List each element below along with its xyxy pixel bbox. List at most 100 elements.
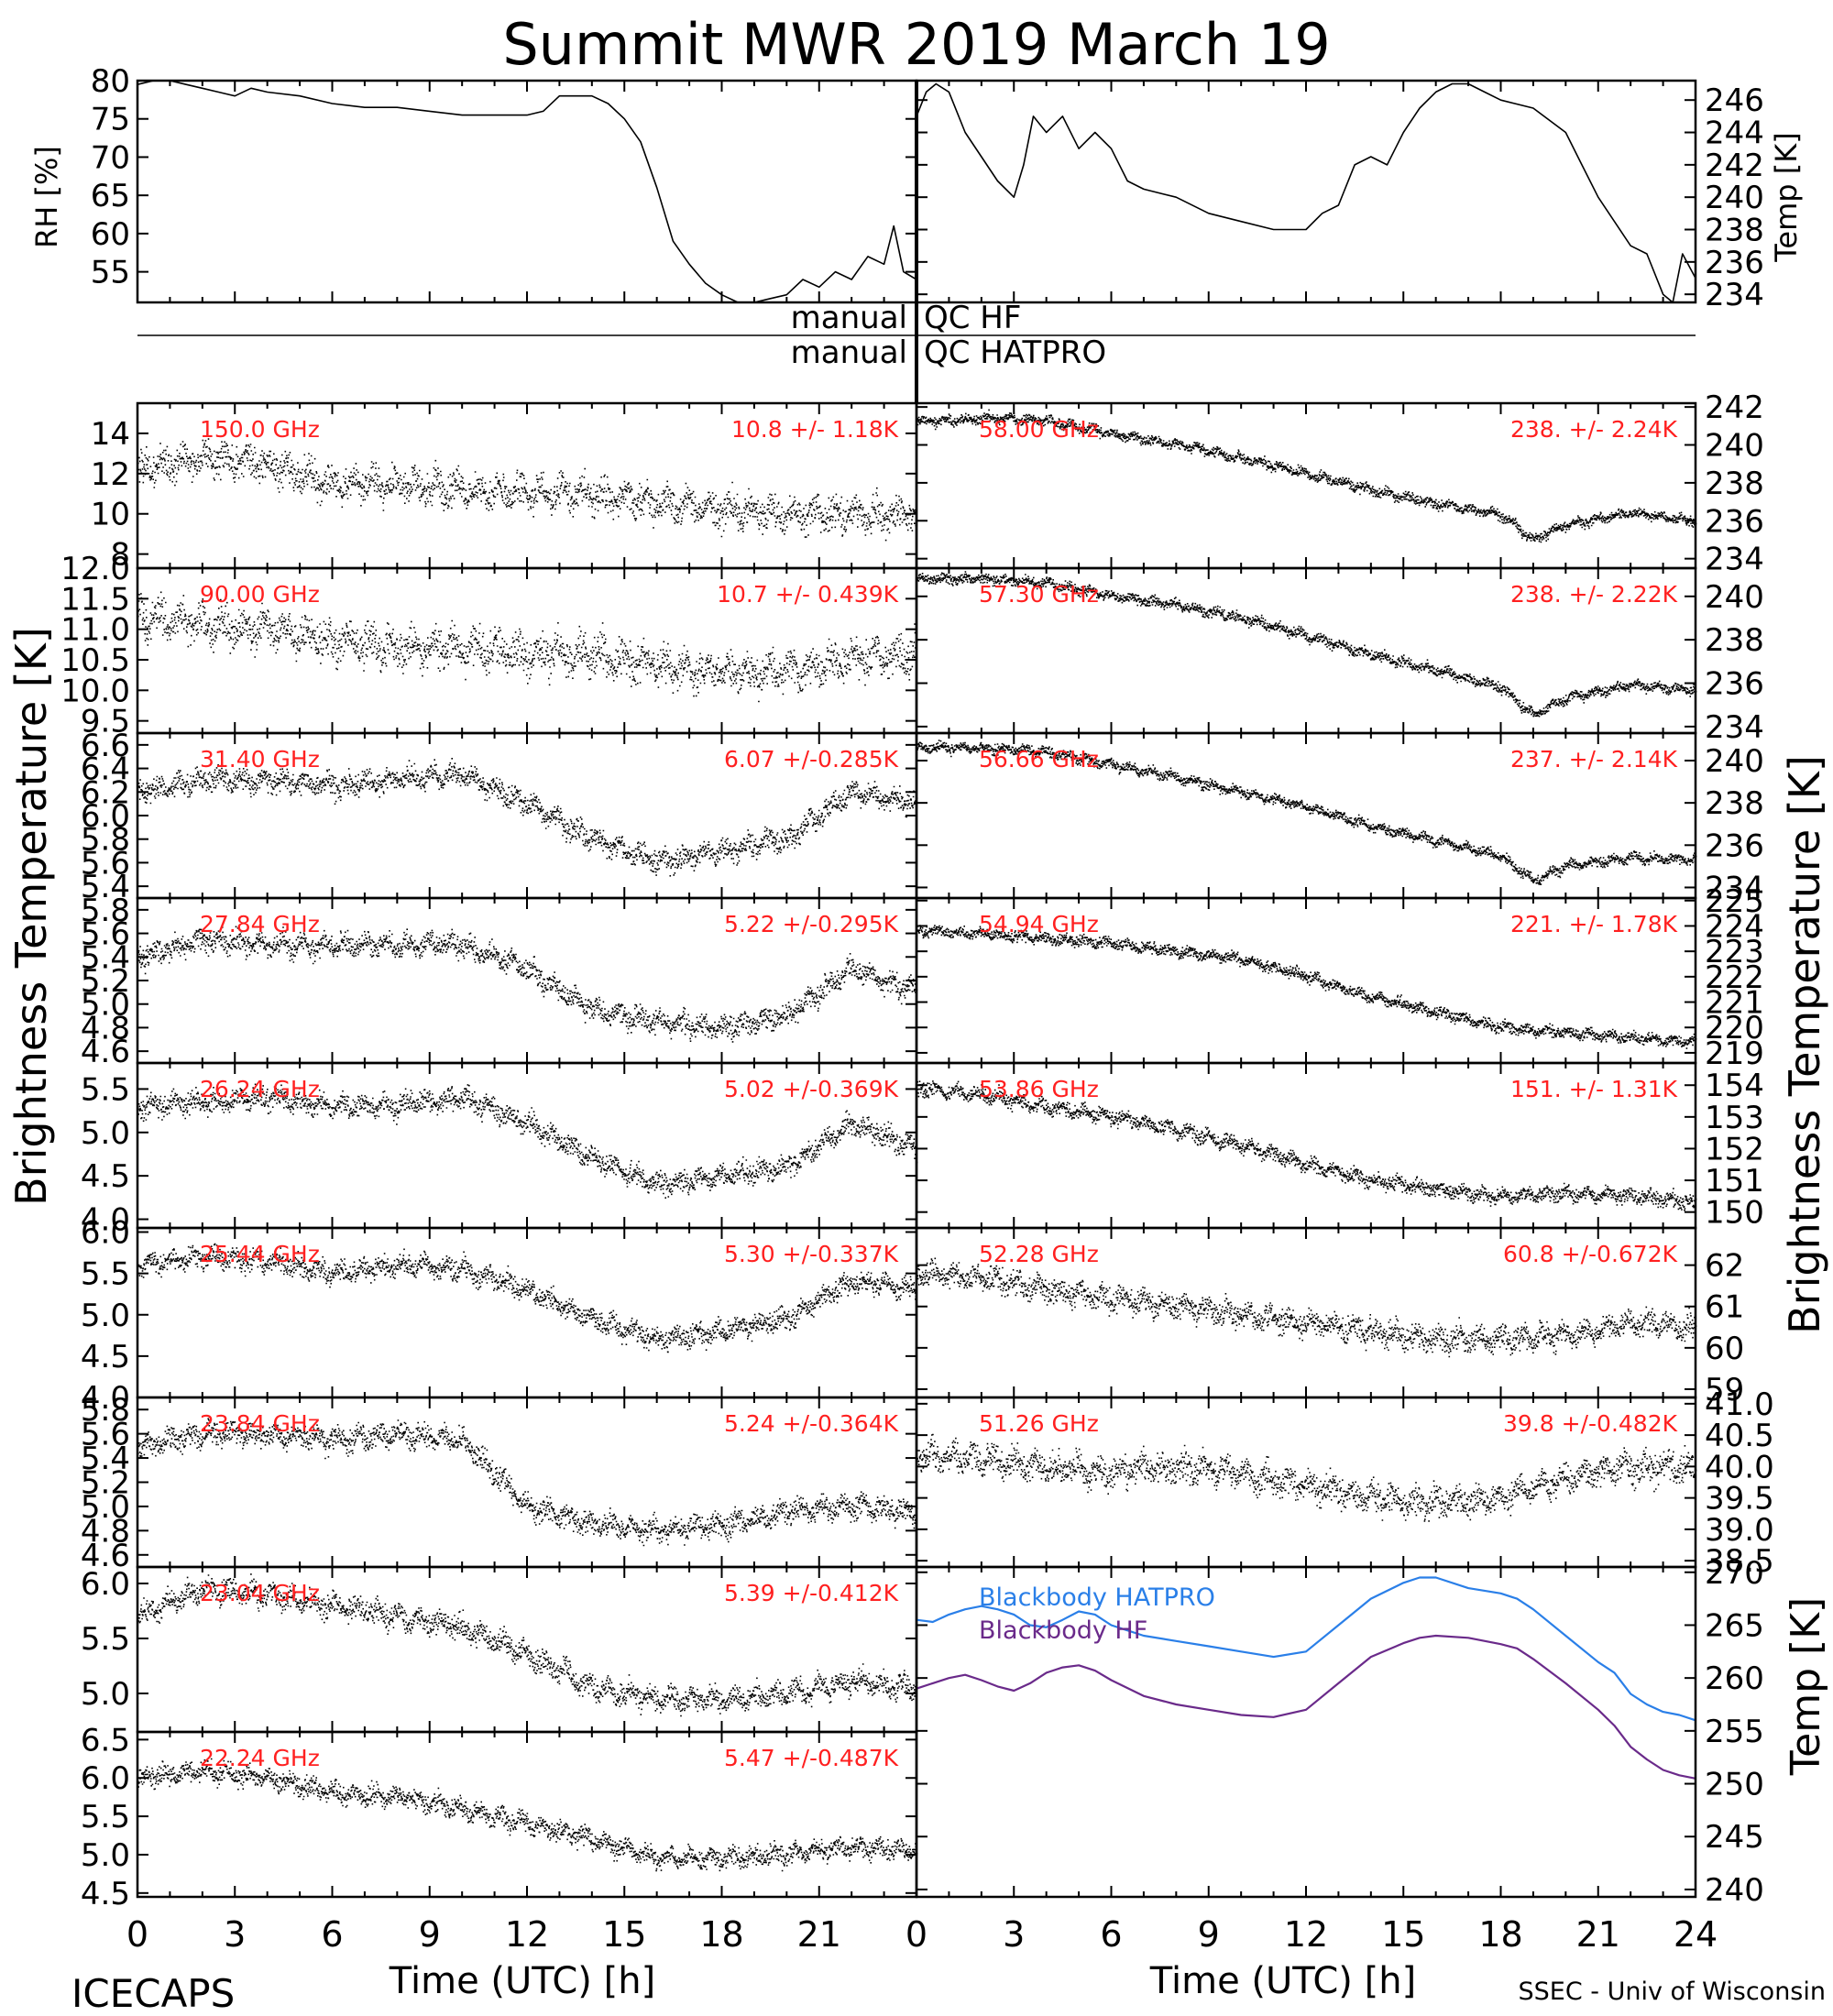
- stat-label: 5.30 +/-0.337K: [724, 1241, 899, 1267]
- line-blackbody-hatpro: [916, 1576, 1696, 1722]
- y-tick-label: 60: [1705, 1331, 1744, 1367]
- brightness-temperature-left-label: Brightness Temperature [K]: [6, 627, 56, 1206]
- stat-label: 237. +/- 2.14K: [1510, 746, 1678, 772]
- x-tick-label: 21: [797, 1914, 841, 1955]
- stat-label: 39.8 +/-0.482K: [1503, 1410, 1678, 1437]
- y-tick-label: 62: [1705, 1248, 1744, 1285]
- legend-entry: Blackbody HF: [979, 1616, 1147, 1645]
- y-tick-label: 236: [1705, 245, 1764, 281]
- y-tick-label: 4.8: [81, 1010, 130, 1046]
- x-tick-label: 12: [1284, 1914, 1328, 1955]
- y-tick-label: 242: [1705, 148, 1764, 184]
- y-tick-label: 5.6: [81, 1417, 130, 1453]
- y-tick-label: 6.0: [81, 798, 130, 835]
- frequency-label: 51.26 GHz: [979, 1410, 1099, 1437]
- svg-text:Brightness Temperature [K]: Brightness Temperature [K]: [6, 627, 56, 1206]
- footer-ssec: SSEC - Univ of Wisconsin: [1519, 1978, 1826, 2006]
- y-tick-label: 245: [1705, 1819, 1764, 1856]
- y-tick-label: 150: [1705, 1195, 1764, 1232]
- y-tick-label: 5.6: [81, 845, 130, 882]
- y-tick-label: 236: [1705, 666, 1764, 703]
- x-axis-label-right: Time (UTC) [h]: [1149, 1960, 1416, 2002]
- footer-icecaps: ICECAPS: [71, 1971, 235, 2016]
- y-tick-label: 260: [1705, 1660, 1764, 1697]
- stat-label: 221. +/- 1.78K: [1510, 911, 1678, 937]
- stat-label: 238. +/- 2.22K: [1510, 581, 1678, 608]
- y-tick-label: 151: [1705, 1163, 1764, 1200]
- y-tick-label: 238: [1705, 622, 1764, 659]
- y-tick-label: 70: [91, 139, 130, 176]
- frequency-label: 23.84 GHz: [200, 1410, 320, 1437]
- frequency-label: 54.94 GHz: [979, 911, 1099, 937]
- stat-label: 6.07 +/-0.285K: [724, 746, 899, 772]
- line-temp_top: [916, 82, 1696, 303]
- rh-axis-label: RH [%]: [29, 146, 64, 248]
- frequency-label: 56.66 GHz: [979, 746, 1099, 772]
- y-tick-label: 9.5: [81, 704, 130, 740]
- qc-hf-label: QC HF: [924, 300, 1021, 336]
- y-tick-label: 222: [1705, 959, 1764, 996]
- y-tick-label: 154: [1705, 1068, 1764, 1104]
- y-tick-label: 240: [1705, 180, 1764, 216]
- y-tick-label: 236: [1705, 503, 1764, 540]
- y-tick-label: 5.5: [81, 1799, 130, 1835]
- x-tick-label: 15: [602, 1914, 646, 1955]
- panel-ch_57: 234 236 238 240 57.30 GHz 238. +/- 2.22K: [915, 566, 1764, 746]
- y-tick-label: 5.2: [81, 963, 130, 1000]
- y-tick-label: 270: [1705, 1555, 1764, 1592]
- x-tick-label: 9: [1198, 1914, 1220, 1955]
- temp-bottom-axis-label: Temp [K]: [1783, 1597, 1829, 1776]
- svg-text:Brightness Temperature [K]: Brightness Temperature [K]: [1780, 755, 1829, 1334]
- stat-label: 10.8 +/- 1.18K: [731, 416, 899, 443]
- y-tick-label: 4.0: [81, 1380, 130, 1417]
- y-tick-label: 5.4: [81, 1441, 130, 1477]
- y-tick-label: 6.4: [81, 751, 130, 788]
- frequency-label: 90.00 GHz: [200, 581, 320, 608]
- panel-ch_26: 4.0 4.5 5.0 5.5 26.24 GHz 5.02 +/-0.369K: [81, 1061, 918, 1239]
- y-tick-label: 265: [1705, 1607, 1764, 1644]
- x-tick-label: 12: [505, 1914, 549, 1955]
- y-tick-label: 41.0: [1705, 1386, 1774, 1423]
- svg-text:RH [%]: RH [%]: [29, 146, 64, 248]
- x-tick-label: 21: [1576, 1914, 1620, 1955]
- x-tick-label: 0: [126, 1914, 148, 1955]
- y-tick-label: 6.0: [81, 1215, 130, 1252]
- y-tick-label: 65: [91, 178, 130, 214]
- x-tick-label: 9: [419, 1914, 441, 1955]
- y-tick-label: 6.5: [81, 1722, 130, 1759]
- y-tick-label: 10.0: [60, 673, 130, 709]
- qc-hf-manual-label: manual: [791, 300, 907, 336]
- y-tick-label: 12.0: [60, 551, 130, 587]
- y-tick-label: 221: [1705, 985, 1764, 1022]
- y-tick-label: 5.0: [81, 1676, 130, 1713]
- frequency-label: 31.40 GHz: [200, 746, 320, 772]
- figure-title: Summit MWR 2019 March 19: [502, 11, 1330, 78]
- qc-hatpro-label: QC HATPRO: [924, 334, 1106, 371]
- y-tick-label: 5.5: [81, 1256, 130, 1293]
- y-tick-label: 5.5: [81, 1621, 130, 1658]
- y-tick-label: 236: [1705, 827, 1764, 864]
- y-tick-label: 240: [1705, 1872, 1764, 1909]
- frequency-label: 52.28 GHz: [979, 1241, 1099, 1267]
- y-tick-label: 75: [91, 102, 130, 138]
- brightness-temperature-right-label: Brightness Temperature [K]: [1780, 755, 1829, 1334]
- frequency-label: 25.44 GHz: [200, 1241, 320, 1267]
- stat-label: 60.8 +/-0.672K: [1503, 1241, 1678, 1267]
- y-tick-label: 255: [1705, 1714, 1764, 1750]
- y-tick-label: 5.8: [81, 893, 130, 929]
- y-tick-label: 4.5: [81, 1876, 130, 1912]
- y-tick-label: 5.8: [81, 1392, 130, 1429]
- x-tick-label: 3: [1003, 1914, 1025, 1955]
- y-tick-label: 38.5: [1705, 1543, 1774, 1580]
- frequency-label: 23.04 GHz: [200, 1580, 320, 1606]
- y-tick-label: 5.0: [81, 1837, 130, 1874]
- svg-text:Temp [K]: Temp [K]: [1783, 1597, 1829, 1776]
- y-tick-label: 60: [91, 216, 130, 253]
- y-tick-label: 39.0: [1705, 1512, 1774, 1549]
- stat-label: 238. +/- 2.24K: [1510, 416, 1678, 443]
- stat-label: 5.24 +/-0.364K: [724, 1410, 899, 1437]
- x-tick-label: 15: [1381, 1914, 1425, 1955]
- y-tick-label: 55: [91, 255, 130, 291]
